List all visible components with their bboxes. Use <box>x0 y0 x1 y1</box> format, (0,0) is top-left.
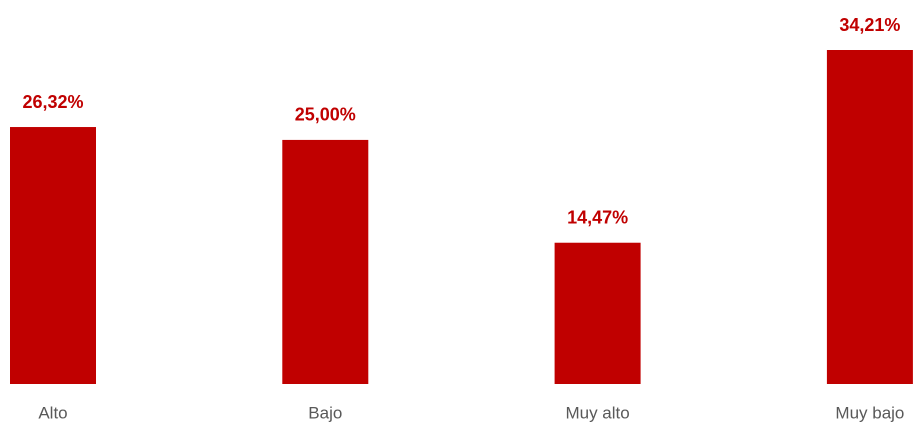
x-tick-label: Bajo <box>308 403 342 422</box>
value-label: 25,00% <box>295 105 356 125</box>
value-label: 34,21% <box>839 15 900 35</box>
value-label: 14,47% <box>567 207 628 227</box>
bar <box>826 50 913 384</box>
x-tick-label: Muy alto <box>565 403 629 422</box>
bar <box>554 242 641 384</box>
bar <box>282 139 369 384</box>
x-tick-label: Muy bajo <box>835 403 904 422</box>
bar <box>10 127 96 384</box>
x-tick-label: Alto <box>38 403 67 422</box>
value-label: 26,32% <box>22 92 83 112</box>
